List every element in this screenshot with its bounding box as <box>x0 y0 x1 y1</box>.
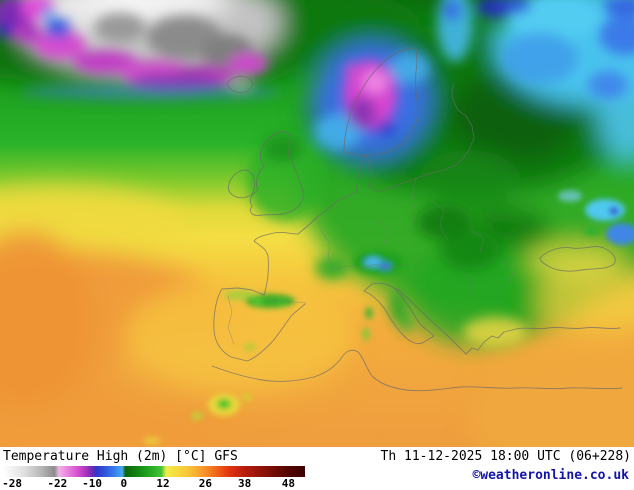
field-detail-blobs <box>143 190 634 445</box>
footer-bar: Temperature High (2m) [°C] GFS Th 11-12-… <box>0 447 634 490</box>
colorbar-tick: 38 <box>237 477 252 490</box>
colorbar-tick: -22 <box>47 477 68 490</box>
field-medium-blobs <box>0 0 634 347</box>
colorbar-tick: -10 <box>82 477 103 490</box>
borders-layer <box>227 177 515 345</box>
colorbar-tick: 48 <box>281 477 295 490</box>
footer-legend-row: -28 -22 -10 0 12 26 38 48 ©weatheronline.co.uk <box>2 464 631 490</box>
map-title: Temperature High (2m) [°C] GFS <box>3 448 238 464</box>
footer-title-row: Temperature High (2m) [°C] GFS Th 11-12-… <box>3 448 631 464</box>
map-datetime: Th 11-12-2025 18:00 UTC (06+228) <box>380 448 631 464</box>
colorbar-tick: 12 <box>156 477 170 490</box>
coastlines-layer <box>211 47 623 392</box>
temperature-map <box>0 0 634 447</box>
colorbar-ticks: -28 -22 -10 0 12 26 38 48 <box>2 477 305 490</box>
colorbar-tick: 0 <box>120 477 128 490</box>
colorbar-tick: 26 <box>198 477 212 490</box>
map-field-svg <box>0 0 634 447</box>
temperature-colorbar: -28 -22 -10 0 12 26 38 48 <box>2 466 305 490</box>
copyright-text: ©weatheronline.co.uk <box>472 468 629 483</box>
colorbar-tick: -28 <box>2 477 22 490</box>
colorbar-gradient <box>3 466 305 477</box>
